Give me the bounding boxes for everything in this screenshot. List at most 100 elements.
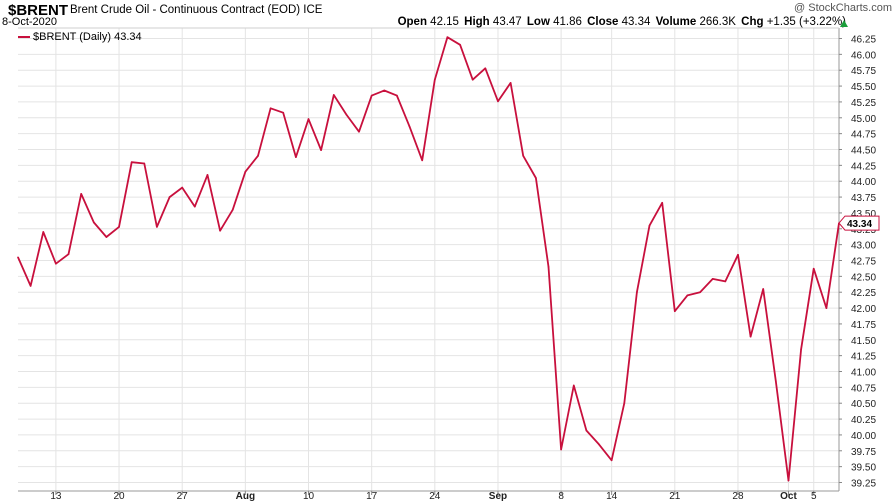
open-label: Open — [397, 16, 427, 28]
x-tick-label: 20 — [113, 491, 125, 502]
data-point — [320, 149, 322, 151]
data-point — [29, 285, 32, 287]
y-tick-label: 43.75 — [851, 193, 876, 204]
data-point — [181, 186, 183, 189]
data-point — [547, 266, 550, 268]
data-point — [345, 113, 348, 116]
data-point — [244, 170, 247, 173]
data-point — [775, 380, 777, 382]
legend-swatch — [18, 36, 30, 39]
up-arrow-icon — [840, 20, 848, 27]
x-tick-label: 27 — [177, 491, 189, 502]
y-tick-label: 42.25 — [851, 288, 876, 299]
data-point — [219, 229, 221, 232]
y-tick-label: 41.75 — [851, 320, 876, 331]
data-point — [699, 291, 701, 294]
data-point — [421, 159, 423, 162]
high-value: 43.47 — [492, 16, 522, 28]
y-tick-label: 43.00 — [851, 241, 876, 252]
x-tick-label: Aug — [236, 491, 255, 502]
data-point — [307, 118, 310, 120]
description-text: Brent Crude Oil - Continuous Contract (E… — [70, 4, 301, 16]
chg-value: +1.35 (+3.22%) — [766, 16, 846, 28]
data-point — [370, 94, 373, 97]
x-axis: 13 20 27 Aug 10 17 24 Sep 8 14 21 28 Oct 5 — [50, 491, 817, 502]
data-point — [156, 226, 158, 228]
x-tick-label: 14 — [606, 491, 618, 502]
data-point — [812, 267, 815, 270]
close-label: Close — [587, 16, 619, 28]
grid-lines — [18, 28, 839, 491]
x-tick-label: 24 — [429, 491, 441, 502]
data-point — [749, 335, 752, 338]
data-point — [143, 162, 146, 165]
x-tick-label: 8 — [558, 491, 564, 502]
y-tick-label: 41.00 — [851, 368, 876, 379]
y-tick-label: 44.50 — [851, 146, 876, 157]
y-tick-label: 39.25 — [851, 479, 876, 490]
y-tick-label: 42.50 — [851, 272, 876, 283]
data-point — [194, 205, 196, 208]
data-point — [572, 384, 575, 387]
quote-bar: Open 42.15 High 43.47 Low 41.86 Close 43… — [398, 16, 848, 28]
data-point — [787, 479, 790, 482]
exchange-text: ICE — [303, 4, 323, 16]
y-tick-label: 44.00 — [851, 177, 876, 188]
series-line — [17, 36, 840, 482]
data-point — [509, 82, 512, 84]
data-point — [484, 67, 487, 70]
x-tick-label: 21 — [669, 491, 681, 502]
data-point — [17, 256, 19, 259]
close-value: 43.34 — [621, 16, 651, 28]
data-point — [674, 310, 676, 313]
data-point — [358, 130, 360, 133]
last-value-box — [838, 215, 880, 231]
legend: $BRENT (Daily) 43.34 — [18, 31, 142, 43]
open-value: 42.15 — [430, 16, 459, 28]
data-point — [282, 111, 285, 114]
data-point — [522, 155, 525, 157]
data-point — [332, 94, 335, 96]
x-tick-label: Oct — [780, 491, 797, 502]
data-point — [269, 107, 272, 110]
series-layer — [17, 36, 840, 482]
data-point — [825, 307, 828, 309]
data-point — [55, 262, 57, 265]
data-point — [762, 288, 765, 290]
y-tick-label: 40.00 — [851, 431, 876, 442]
y-tick-label: 43.50 — [851, 209, 876, 220]
data-point — [585, 429, 588, 432]
data-point — [80, 193, 82, 195]
data-point — [535, 177, 537, 179]
symbol-label: $BRENT — [8, 2, 69, 19]
data-point — [737, 253, 739, 256]
data-point — [231, 208, 234, 211]
data-point — [560, 448, 562, 451]
high-label: High — [464, 16, 490, 28]
data-point — [686, 294, 689, 297]
data-point — [118, 226, 120, 228]
data-point — [67, 253, 70, 255]
y-tick-label: 44.25 — [851, 161, 876, 172]
y-tick-label: 44.75 — [851, 130, 876, 141]
data-point — [711, 278, 714, 280]
data-point — [446, 36, 449, 39]
x-tick-label: 13 — [50, 491, 62, 502]
y-tick-label: 41.50 — [851, 336, 876, 347]
data-point — [661, 201, 663, 204]
y-axis: 39.25 39.50 39.75 40.00 40.25 40.50 40.75 41.00… — [839, 35, 876, 490]
legend-label: $BRENT (Daily) 43.34 — [33, 31, 142, 43]
data-point — [434, 78, 436, 81]
volume-value: 266.3K — [699, 16, 736, 28]
y-tick-label: 46.00 — [851, 50, 876, 61]
y-tick-label: 41.25 — [851, 352, 876, 363]
data-point — [724, 280, 727, 283]
low-value: 41.86 — [553, 16, 582, 28]
data-point — [459, 44, 461, 46]
data-point — [42, 231, 45, 233]
y-tick-label: 45.00 — [851, 114, 876, 125]
y-tick-label: 45.25 — [851, 98, 876, 109]
data-point — [636, 291, 638, 294]
stockcharts-watermark: @ StockCharts.com — [794, 2, 892, 14]
